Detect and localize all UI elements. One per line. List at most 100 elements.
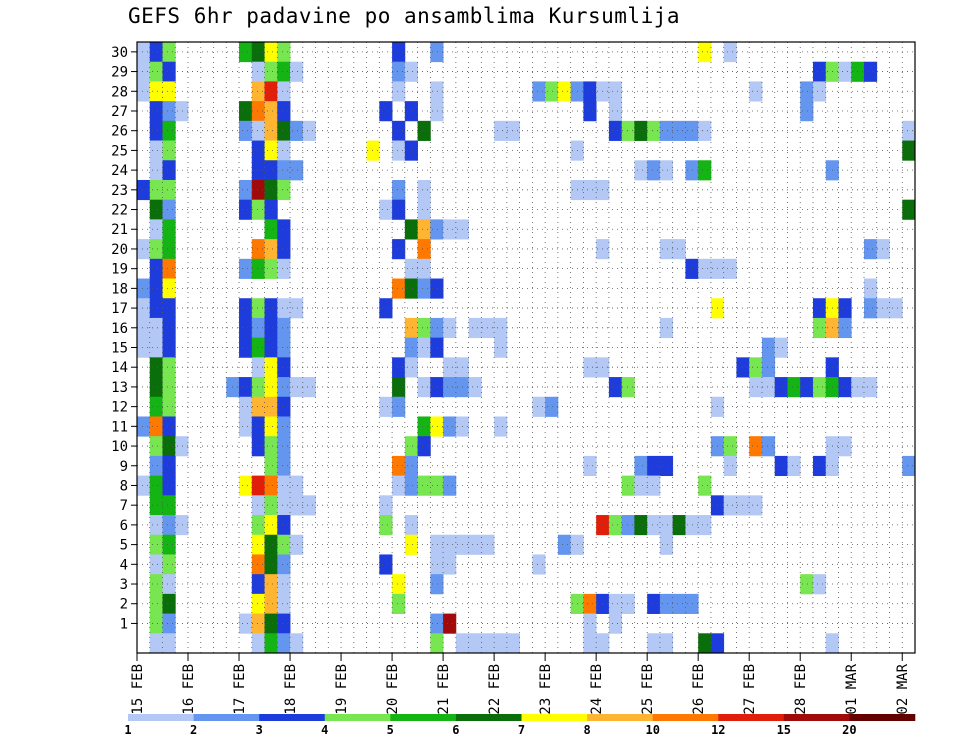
heatmap-cell <box>251 633 265 654</box>
heatmap-cell <box>430 337 444 358</box>
colorbar-swatch <box>783 714 850 721</box>
heatmap-cell <box>149 357 163 378</box>
heatmap-cell <box>838 377 852 398</box>
heatmap-cell <box>404 140 418 161</box>
heatmap-cell <box>468 317 482 339</box>
heatmap-cell <box>889 298 903 319</box>
heatmap-cell <box>162 593 176 614</box>
heatmap-cell <box>430 633 444 654</box>
heatmap-cell <box>162 81 176 102</box>
heatmap-cell <box>443 475 457 496</box>
heatmap-cell <box>430 278 444 299</box>
heatmap-cell <box>149 317 163 339</box>
heatmap-cell <box>417 258 431 279</box>
heatmap-cell <box>264 160 278 181</box>
heatmap-cell <box>494 317 508 339</box>
heatmap-cell <box>277 317 291 339</box>
heatmap-cell <box>302 495 316 516</box>
heatmap-cell <box>251 298 265 319</box>
colorbar-label: 10 <box>645 723 659 737</box>
heatmap-cell <box>149 475 163 496</box>
heatmap-cell <box>162 179 176 201</box>
chart-title: GEFS 6hr padavine po ansamblima Kursumli… <box>128 4 681 28</box>
heatmap-cell <box>392 239 406 260</box>
heatmap-cell <box>264 436 278 457</box>
heatmap-cell <box>137 416 151 437</box>
heatmap-cell <box>863 239 878 260</box>
heatmap-cell <box>634 120 648 141</box>
heatmap-cell <box>290 475 304 496</box>
heatmap-cell <box>239 377 253 398</box>
heatmap-cell <box>392 140 406 161</box>
heatmap-cell <box>392 179 406 201</box>
heatmap-cell <box>264 495 278 516</box>
heatmap-cell <box>290 633 304 654</box>
heatmap-cell <box>404 258 418 279</box>
colorbar-swatch <box>718 714 785 721</box>
heatmap-cell <box>621 475 635 496</box>
heatmap-cell <box>647 475 661 496</box>
heatmap-cell <box>608 515 623 536</box>
heatmap-cell <box>162 436 176 457</box>
heatmap-cell <box>902 120 916 141</box>
heatmap-cell <box>659 160 674 181</box>
heatmap-cell <box>277 416 291 437</box>
heatmap-cell <box>557 534 572 555</box>
heatmap-cell <box>137 81 151 102</box>
y-tick-label: 17 <box>111 301 128 317</box>
colorbar-label: 4 <box>321 723 328 737</box>
heatmap-cell <box>583 455 597 477</box>
heatmap-cell <box>761 377 776 398</box>
heatmap-cell <box>379 101 393 122</box>
heatmap-cell <box>162 42 176 63</box>
heatmap-cell <box>277 219 291 240</box>
heatmap-cell <box>264 317 278 339</box>
heatmap-cell <box>149 455 163 477</box>
heatmap-cell <box>149 613 163 634</box>
heatmap-cell <box>749 495 763 516</box>
heatmap-cell <box>392 475 406 496</box>
heatmap-cell <box>264 120 278 141</box>
y-tick-label: 11 <box>111 419 128 435</box>
y-tick-label: 4 <box>120 557 128 573</box>
heatmap-cell <box>647 120 661 141</box>
heatmap-cell <box>251 416 265 437</box>
heatmap-cell <box>277 140 291 161</box>
heatmap-cell <box>175 515 189 536</box>
heatmap-cell <box>723 455 737 477</box>
heatmap-cell <box>392 574 406 595</box>
heatmap-cell <box>277 515 291 536</box>
heatmap-cell <box>430 534 444 555</box>
heatmap-cell <box>290 160 304 181</box>
heatmap-cell <box>404 101 418 122</box>
x-tick-label: 21 FEB <box>436 664 452 715</box>
heatmap-cell <box>162 219 176 240</box>
heatmap-cell <box>277 396 291 417</box>
heatmap-cell <box>149 81 163 102</box>
heatmap-cell <box>251 61 265 82</box>
heatmap-cell <box>264 574 278 595</box>
colorbar-swatch <box>390 714 457 721</box>
heatmap-cell <box>251 593 265 614</box>
heatmap-cell <box>621 515 635 536</box>
heatmap-cell <box>863 278 878 299</box>
heatmap-cell <box>149 396 163 417</box>
heatmap-cell <box>417 377 431 398</box>
heatmap-cell <box>392 377 406 398</box>
heatmap-cell <box>239 475 253 496</box>
heatmap-cell <box>583 613 597 634</box>
heatmap-cell <box>251 574 265 595</box>
heatmap-cell <box>698 475 712 496</box>
heatmap-cell <box>264 515 278 536</box>
heatmap-cell <box>672 120 686 141</box>
heatmap-cell <box>443 534 457 555</box>
heatmap-cell <box>162 574 176 595</box>
heatmap-cell <box>506 120 521 141</box>
heatmap-cell <box>277 613 291 634</box>
heatmap-cell <box>443 377 457 398</box>
heatmap-cell <box>825 633 839 654</box>
heatmap-cell <box>251 317 265 339</box>
heatmap-cell <box>468 633 482 654</box>
heatmap-cell <box>710 633 725 654</box>
colorbar-label: 7 <box>518 723 525 737</box>
